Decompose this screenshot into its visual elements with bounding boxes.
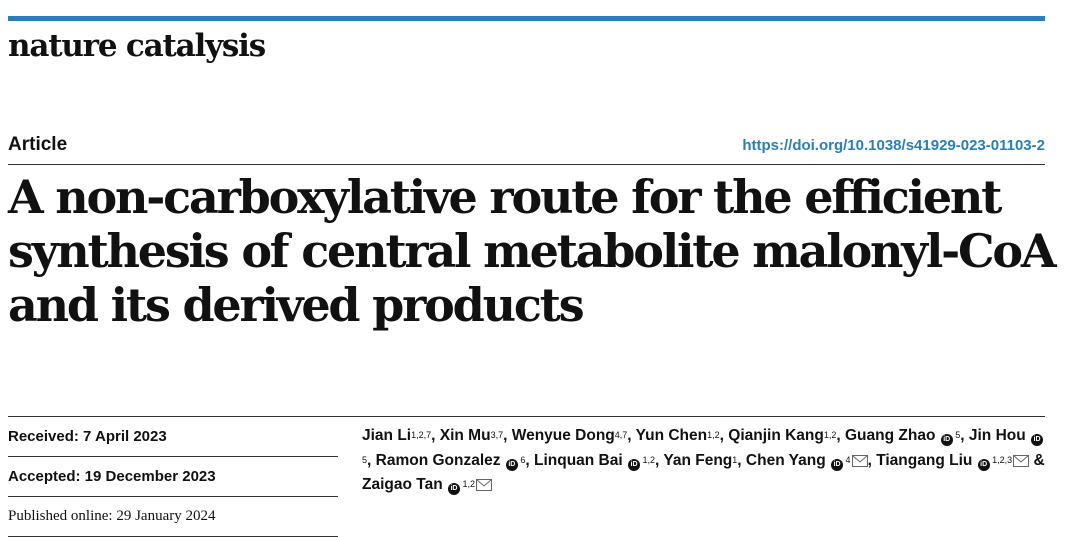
author-name[interactable]: Qianjin Kang1,2 (728, 427, 836, 444)
author-name[interactable]: Zaigao Tan iD 1,2 (362, 476, 492, 495)
author-name-text: Xin Mu (439, 427, 491, 444)
author-name[interactable]: Guang Zhao iD 5 (845, 427, 961, 446)
author-name[interactable]: Tiangang Liu iD 1,2,3 (876, 451, 1030, 471)
author-separator: , (836, 427, 845, 444)
email-icon[interactable] (1013, 454, 1030, 467)
author-name-text: Guang Zhao (845, 427, 936, 444)
affiliation-superscript: 4 (843, 454, 851, 465)
article-title: A non-carboxylative route for the effici… (8, 170, 1068, 332)
author-name-text: Wenyue Dong (511, 427, 615, 444)
author-separator: , (655, 451, 664, 469)
journal-color-bar (8, 16, 1045, 21)
author-separator: , (431, 427, 440, 444)
author-separator: , (525, 451, 534, 469)
affiliation-superscript: 1,2 (823, 430, 837, 440)
author-separator: , (960, 427, 969, 444)
affiliation-superscript: 5 (952, 430, 961, 440)
affiliation-superscript: 4,7 (614, 430, 628, 440)
author-name-text: Zaigao Tan (362, 476, 443, 493)
email-icon[interactable] (851, 454, 868, 467)
orcid-icon[interactable]: iD (1031, 434, 1044, 446)
publication-dates: Received: 7 April 2023 Accepted: 19 Dece… (8, 417, 338, 537)
author-name-text: Tiangang Liu (876, 451, 973, 469)
author-name[interactable]: Chen Yang iD 4 (745, 451, 868, 471)
title-line: A non-carboxylative route for the effici… (8, 170, 1002, 224)
author-name-text: Jian Li (362, 427, 412, 444)
author-name-text: Yan Feng (663, 451, 733, 469)
affiliation-superscript: 1,2 (640, 454, 656, 465)
author-name-text: Ramon Gonzalez (375, 451, 501, 469)
email-icon[interactable] (476, 479, 492, 491)
affiliation-superscript: 1 (732, 454, 738, 465)
author-separator: & (1029, 451, 1045, 469)
author-name[interactable]: Yun Chen1,2 (636, 427, 720, 444)
author-separator: , (867, 451, 877, 469)
author-name-text: Chen Yang (745, 451, 826, 469)
orcid-icon[interactable]: iD (447, 483, 460, 495)
orcid-icon[interactable]: iD (505, 458, 518, 471)
author-name[interactable]: Yan Feng1 (663, 452, 737, 469)
author-separator: , (503, 427, 512, 444)
affiliation-superscript: 5 (362, 454, 368, 465)
affiliation-superscript: 1,2 (707, 430, 720, 440)
orcid-icon[interactable]: iD (940, 434, 953, 446)
author-separator: , (737, 451, 746, 469)
author-separator: , (367, 451, 376, 469)
author-name[interactable]: Ramon Gonzalez iD 6 (375, 451, 526, 471)
author-name[interactable]: Linquan Bai iD 1,2 (533, 451, 656, 471)
author-separator: , (719, 427, 729, 444)
author-name-text: Linquan Bai (533, 451, 623, 469)
author-name-text: Yun Chen (635, 427, 708, 444)
article-type-label: Article (8, 134, 68, 155)
accepted-date: Accepted: 19 December 2023 (8, 457, 338, 497)
author-name[interactable]: Jin Hou iD 5 (362, 427, 1044, 469)
affiliation-superscript: 6 (517, 454, 526, 465)
affiliation-superscript: 1,2,3 (989, 454, 1013, 465)
affiliation-superscript: 1,2 (459, 479, 475, 489)
orcid-icon[interactable]: iD (628, 458, 640, 471)
title-line: synthesis of central metabolite malonyl-… (8, 224, 1057, 278)
author-name[interactable]: Wenyue Dong4,7 (512, 427, 628, 444)
published-date: Published online: 29 January 2024 (8, 497, 338, 537)
affiliation-superscript: 3,7 (490, 430, 504, 440)
author-name-text: Jin Hou (968, 427, 1026, 444)
received-date: Received: 7 April 2023 (8, 417, 338, 457)
header-divider (8, 164, 1045, 165)
author-name[interactable]: Xin Mu3,7 (440, 427, 503, 444)
affiliation-superscript: 1,2,7 (411, 430, 432, 440)
author-name-text: Qianjin Kang (728, 427, 824, 444)
journal-name: nature catalysis (8, 28, 266, 64)
orcid-icon[interactable]: iD (977, 458, 990, 471)
doi-link[interactable]: https://doi.org/10.1038/s41929-023-01103… (742, 137, 1045, 154)
metadata-divider (8, 416, 1045, 417)
orcid-icon[interactable]: iD (831, 458, 844, 471)
title-line: and its derived products (8, 278, 585, 332)
author-list: Jian Li1,2,7, Xin Mu3,7, Wenyue Dong4,7,… (362, 424, 1052, 498)
author-separator: , (627, 427, 636, 444)
author-name[interactable]: Jian Li1,2,7 (362, 427, 431, 444)
